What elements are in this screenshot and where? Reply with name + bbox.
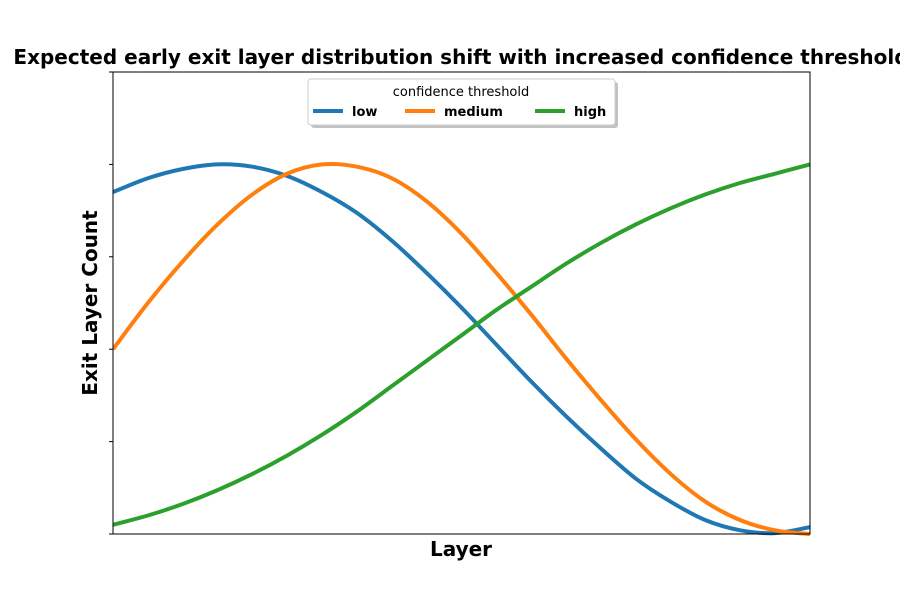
legend-title: confidence threshold [393,85,530,100]
series-line-high [113,162,810,527]
axes-frame [112,71,811,535]
legend-item-high: high [535,105,606,120]
legend-items: low medium high [313,105,606,120]
y-axis-ticks [109,71,113,535]
y-axis-label: Exit Layer Count [78,210,102,396]
legend-label-medium: medium [444,105,503,120]
legend-label-high: high [574,105,606,120]
legend-item-low: low [313,105,377,120]
legend-label-low: low [352,105,377,120]
chart-title: Expected early exit layer distribution s… [13,45,900,69]
legend-box [307,78,616,126]
series-line-low [113,162,810,536]
series-line-medium [113,161,810,536]
legend-item-medium: medium [405,105,503,120]
x-axis-label: Layer [430,537,492,561]
legend: confidence threshold low medium high [307,78,618,128]
plot-area [113,161,810,536]
